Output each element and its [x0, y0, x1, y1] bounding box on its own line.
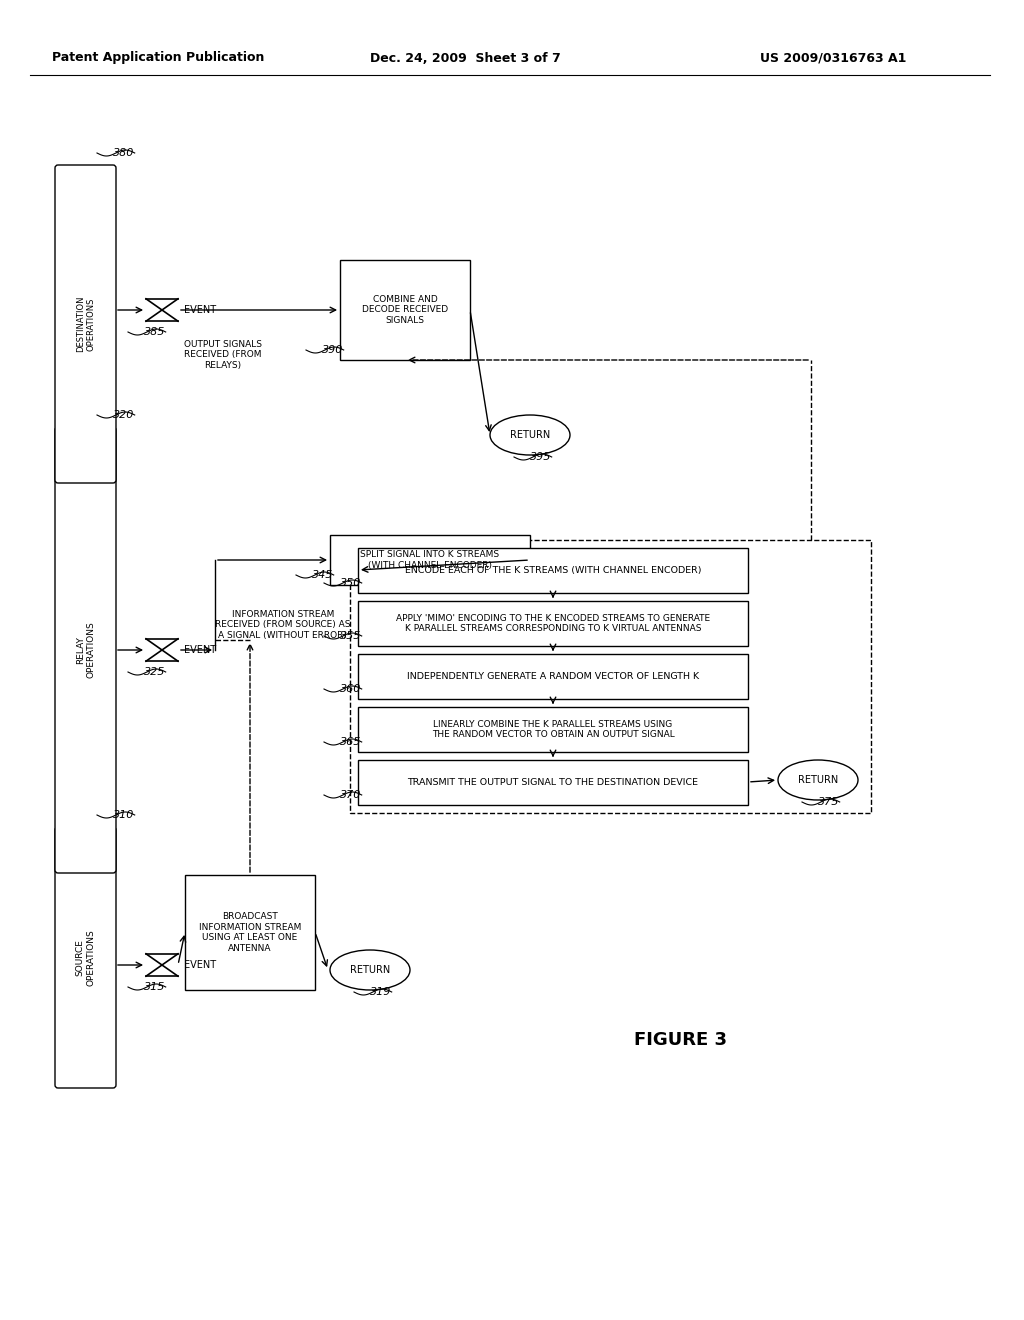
- Text: INDEPENDENTLY GENERATE A RANDOM VECTOR OF LENGTH K: INDEPENDENTLY GENERATE A RANDOM VECTOR O…: [407, 672, 699, 681]
- Text: RETURN: RETURN: [798, 775, 838, 785]
- Text: TRANSMIT THE OUTPUT SIGNAL TO THE DESTINATION DEVICE: TRANSMIT THE OUTPUT SIGNAL TO THE DESTIN…: [408, 777, 698, 787]
- Text: 355: 355: [340, 631, 361, 642]
- Text: 360: 360: [340, 684, 361, 694]
- Text: 319: 319: [370, 987, 391, 997]
- Bar: [358, 760, 748, 805]
- FancyBboxPatch shape: [55, 165, 116, 483]
- Text: EVENT: EVENT: [184, 305, 216, 315]
- Bar: [330, 535, 530, 585]
- Ellipse shape: [330, 950, 410, 990]
- Text: OUTPUT SIGNALS
RECEIVED (FROM
RELAYS): OUTPUT SIGNALS RECEIVED (FROM RELAYS): [184, 341, 262, 370]
- Text: ENCODE EACH OF THE K STREAMS (WITH CHANNEL ENCODER): ENCODE EACH OF THE K STREAMS (WITH CHANN…: [404, 566, 701, 576]
- Text: 380: 380: [113, 148, 134, 158]
- Text: RELAY
OPERATIONS: RELAY OPERATIONS: [76, 622, 95, 678]
- Text: EVENT: EVENT: [184, 960, 216, 970]
- Text: 375: 375: [818, 797, 840, 807]
- Bar: [358, 601, 748, 645]
- Text: EVENT: EVENT: [184, 645, 216, 655]
- Bar: [358, 548, 748, 593]
- Bar: [358, 708, 748, 752]
- Text: APPLY 'MIMO' ENCODING TO THE K ENCODED STREAMS TO GENERATE
K PARALLEL STREAMS CO: APPLY 'MIMO' ENCODING TO THE K ENCODED S…: [396, 614, 710, 634]
- Text: 395: 395: [530, 451, 551, 462]
- Text: 350: 350: [340, 578, 361, 587]
- Text: SPLIT SIGNAL INTO K STREAMS
(WITH CHANNEL ENCODER): SPLIT SIGNAL INTO K STREAMS (WITH CHANNE…: [360, 550, 500, 570]
- Bar: [185, 875, 315, 990]
- Text: BROADCAST
INFORMATION STREAM
USING AT LEAST ONE
ANTENNA: BROADCAST INFORMATION STREAM USING AT LE…: [199, 912, 301, 953]
- FancyBboxPatch shape: [55, 828, 116, 1088]
- Text: 385: 385: [144, 327, 165, 337]
- Ellipse shape: [490, 414, 570, 455]
- Text: 390: 390: [322, 345, 343, 355]
- Text: 345: 345: [312, 570, 334, 579]
- Text: COMBINE AND
DECODE RECEIVED
SIGNALS: COMBINE AND DECODE RECEIVED SIGNALS: [361, 296, 449, 325]
- Text: US 2009/0316763 A1: US 2009/0316763 A1: [760, 51, 906, 65]
- Text: RETURN: RETURN: [350, 965, 390, 975]
- Ellipse shape: [778, 760, 858, 800]
- Text: LINEARLY COMBINE THE K PARALLEL STREAMS USING
THE RANDOM VECTOR TO OBTAIN AN OUT: LINEARLY COMBINE THE K PARALLEL STREAMS …: [432, 719, 675, 739]
- Bar: [340, 260, 470, 360]
- Bar: [350, 540, 871, 813]
- Text: 365: 365: [340, 737, 361, 747]
- Text: RETURN: RETURN: [510, 430, 550, 440]
- Text: INFORMATION STREAM
RECEIVED (FROM SOURCE) AS
A SIGNAL (WITHOUT ERROR): INFORMATION STREAM RECEIVED (FROM SOURCE…: [215, 610, 350, 640]
- Text: Patent Application Publication: Patent Application Publication: [52, 51, 264, 65]
- Text: 310: 310: [113, 810, 134, 820]
- FancyBboxPatch shape: [55, 426, 116, 873]
- Text: 320: 320: [113, 411, 134, 420]
- Text: 370: 370: [340, 789, 361, 800]
- Text: 325: 325: [144, 667, 165, 677]
- Bar: [358, 653, 748, 700]
- Text: FIGURE 3: FIGURE 3: [634, 1031, 726, 1049]
- Text: 315: 315: [144, 982, 165, 993]
- Text: DESTINATION
OPERATIONS: DESTINATION OPERATIONS: [76, 296, 95, 352]
- Text: Dec. 24, 2009  Sheet 3 of 7: Dec. 24, 2009 Sheet 3 of 7: [370, 51, 561, 65]
- Text: SOURCE
OPERATIONS: SOURCE OPERATIONS: [76, 929, 95, 986]
